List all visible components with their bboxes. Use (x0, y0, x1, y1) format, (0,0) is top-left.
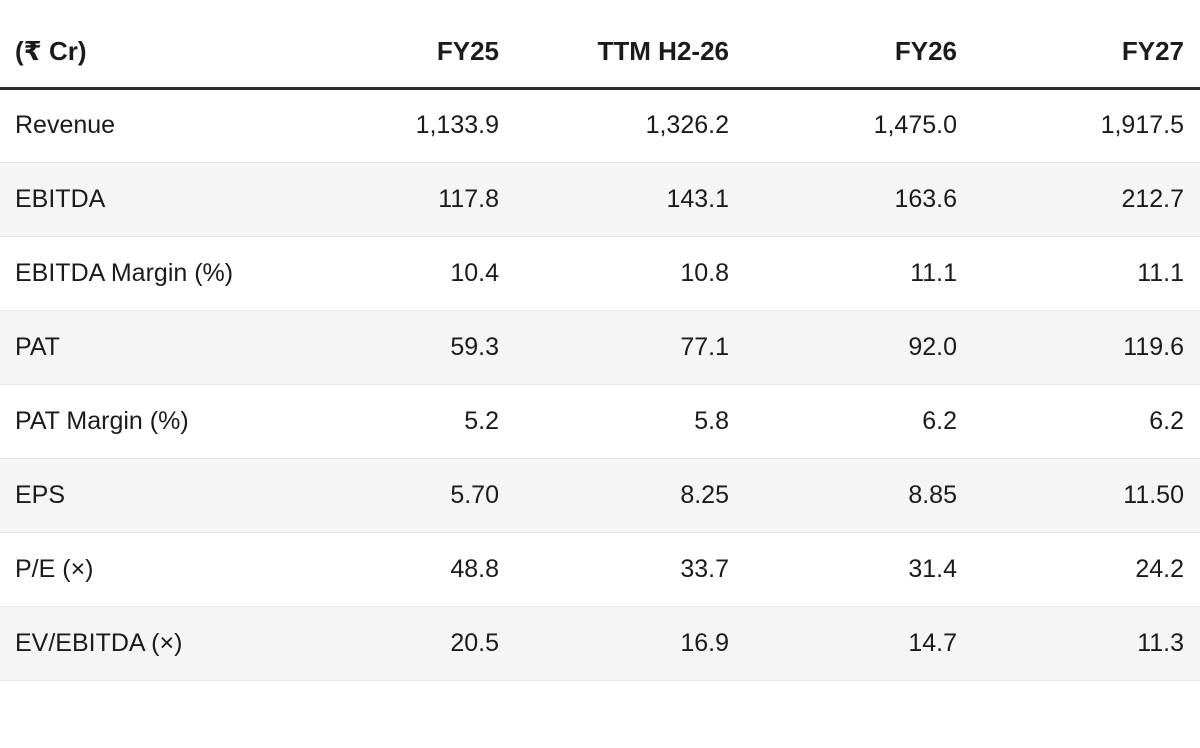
cell-value: 92.0 (730, 310, 958, 385)
cell-value: 5.70 (300, 458, 500, 533)
table-row-pat: PAT 59.3 77.1 92.0 119.6 (0, 310, 1200, 385)
cell-value: 59.3 (300, 310, 500, 385)
cell-value: 77.1 (500, 310, 730, 385)
cell-value: 6.2 (958, 384, 1200, 459)
cell-value: 8.25 (500, 458, 730, 533)
cell-value: 48.8 (300, 532, 500, 607)
cell-value: 24.2 (958, 532, 1200, 607)
cell-value: 8.85 (730, 458, 958, 533)
cell-value: 11.1 (730, 236, 958, 311)
row-label: EBITDA Margin (%) (0, 236, 300, 311)
cell-value: 11.1 (958, 236, 1200, 311)
column-header-fy27: FY27 (958, 0, 1200, 90)
cell-value: 1,133.9 (300, 88, 500, 163)
cell-value: 10.4 (300, 236, 500, 311)
row-label: P/E (×) (0, 532, 300, 607)
row-label: PAT (0, 310, 300, 385)
row-label: EV/EBITDA (×) (0, 606, 300, 681)
cell-value: 33.7 (500, 532, 730, 607)
cell-value: 212.7 (958, 162, 1200, 237)
table-row-revenue: Revenue 1,133.9 1,326.2 1,475.0 1,917.5 (0, 88, 1200, 163)
cell-value: 5.2 (300, 384, 500, 459)
cell-value: 1,475.0 (730, 88, 958, 163)
cell-value: 6.2 (730, 384, 958, 459)
column-header-ttm-h2-26: TTM H2-26 (500, 0, 730, 90)
table-row-ev-ebitda: EV/EBITDA (×) 20.5 16.9 14.7 11.3 (0, 606, 1200, 681)
table-row-eps: EPS 5.70 8.25 8.85 11.50 (0, 458, 1200, 533)
cell-value: 117.8 (300, 162, 500, 237)
cell-value: 1,917.5 (958, 88, 1200, 163)
table-row-ebitda-margin: EBITDA Margin (%) 10.4 10.8 11.1 11.1 (0, 236, 1200, 311)
row-label: PAT Margin (%) (0, 384, 300, 459)
table-row-ebitda: EBITDA 117.8 143.1 163.6 212.7 (0, 162, 1200, 237)
cell-value: 31.4 (730, 532, 958, 607)
cell-value: 10.8 (500, 236, 730, 311)
header-row: (₹ Cr) FY25 TTM H2-26 FY26 FY27 (0, 0, 1200, 90)
table-row-pat-margin: PAT Margin (%) 5.2 5.8 6.2 6.2 (0, 384, 1200, 459)
cell-value: 11.50 (958, 458, 1200, 533)
cell-value: 5.8 (500, 384, 730, 459)
cell-value: 119.6 (958, 310, 1200, 385)
cell-value: 1,326.2 (500, 88, 730, 163)
cell-value: 11.3 (958, 606, 1200, 681)
cell-value: 143.1 (500, 162, 730, 237)
cell-value: 16.9 (500, 606, 730, 681)
column-header-fy25: FY25 (300, 0, 500, 90)
row-label: EBITDA (0, 162, 300, 237)
cell-value: 163.6 (730, 162, 958, 237)
cell-value: 14.7 (730, 606, 958, 681)
column-header-fy26: FY26 (730, 0, 958, 90)
row-label: EPS (0, 458, 300, 533)
cell-value: 20.5 (300, 606, 500, 681)
unit-label: (₹ Cr) (0, 0, 300, 90)
table-row-pe: P/E (×) 48.8 33.7 31.4 24.2 (0, 532, 1200, 607)
financials-table: (₹ Cr) FY25 TTM H2-26 FY26 FY27 Revenue … (0, 0, 1200, 681)
row-label: Revenue (0, 88, 300, 163)
